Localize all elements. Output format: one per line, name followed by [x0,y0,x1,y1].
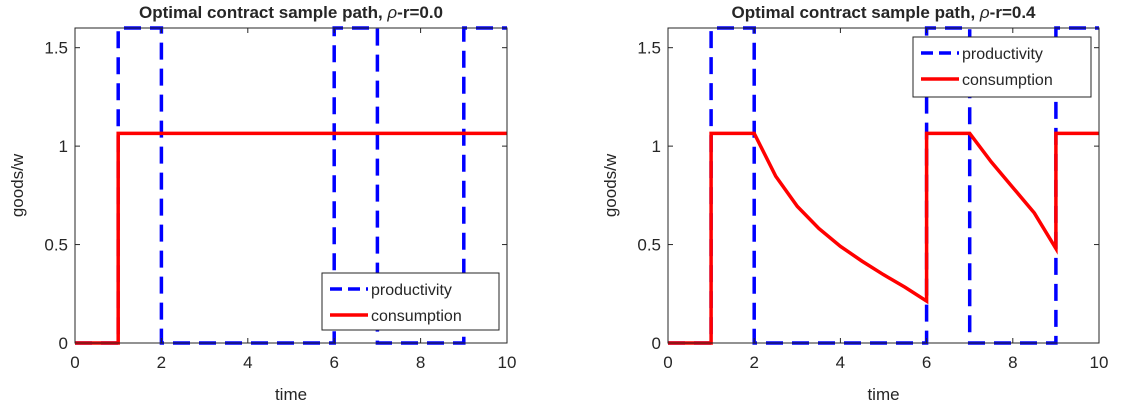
x-tick-label: 6 [922,353,931,372]
chart-panel-2: 0 2 4 6 8 10 0 0.5 1 1.5 time goods/w Optimal contra… [601,3,1108,404]
x-tick-label: 10 [498,353,517,372]
x-tick-label: 2 [157,353,166,372]
y-tick-label: 1 [652,137,661,156]
y-tick-label: 0.5 [637,236,661,255]
chart-title-prefix: Optimal contract sample path, [731,3,979,22]
x-axis-label: time [275,385,307,404]
chart-title: Optimal contract sample path, ρ-r=0.0 [139,3,443,22]
y-tick-label: 1.5 [44,39,68,58]
x-tick-label: 4 [836,353,845,372]
legend-label-productivity: productivity [371,282,452,299]
axes-box [667,27,1100,344]
y-tick-label: 0.5 [44,236,68,255]
y-tick-label: 1 [59,137,68,156]
chart-title-symbol: ρ [386,3,397,22]
legend: productivity consumption [321,272,500,331]
x-tick-label: 6 [329,353,338,372]
x-tick-label: 0 [70,353,79,372]
x-tick-label: 8 [1008,353,1017,372]
legend-box [321,272,500,331]
chart-title: Optimal contract sample path, ρ-r=0.4 [731,3,1036,22]
x-tick-label: 10 [1090,353,1109,372]
series-line-consumption [668,131,1099,345]
chart-title-symbol: ρ [979,3,990,22]
legend-label-consumption: consumption [371,308,462,325]
chart-title-prefix: Optimal contract sample path, [139,3,387,22]
x-tick-label: 8 [416,353,425,372]
legend-label-productivity: productivity [962,46,1043,63]
legend: productivity consumption [912,36,1092,98]
x-tick-label: 2 [749,353,758,372]
y-tick-label: 0 [652,334,661,353]
chart-title-suffix: -r=0.0 [397,3,443,22]
x-axis-label: time [867,385,899,404]
axes-box [74,27,508,344]
x-tick-label: 0 [663,353,672,372]
legend-label-consumption: consumption [962,72,1053,89]
legend-box [912,36,1092,98]
y-axis-label: goods/w [601,153,620,217]
series-group [668,26,1099,345]
chart-title-suffix: -r=0.4 [990,3,1036,22]
y-tick-label: 1.5 [637,39,661,58]
chart-panel-1: 0 2 4 6 8 10 0 0.5 1 1.5 time goods/w Optimal contra… [8,3,516,404]
y-axis-label: goods/w [8,153,27,217]
x-tick-label: 4 [243,353,252,372]
y-tick-label: 0 [59,334,68,353]
